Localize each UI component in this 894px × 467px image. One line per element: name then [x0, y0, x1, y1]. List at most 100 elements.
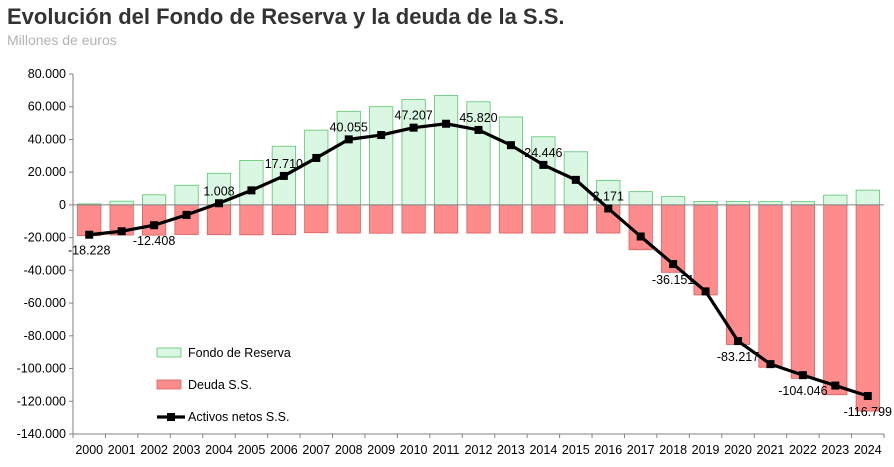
- deuda-bar-2002: [142, 204, 167, 236]
- deuda-bar-2012: [466, 204, 491, 234]
- x-tick-label-2001: 2001: [108, 443, 136, 457]
- x-tick-label-2004: 2004: [205, 443, 233, 457]
- fondo-bar-2005: [239, 160, 264, 206]
- y-tick-label: -120.000: [17, 394, 66, 408]
- fondo-bar-2018: [661, 196, 686, 206]
- activos-point-2000: [85, 230, 94, 239]
- activos-point-2017: [636, 232, 645, 241]
- deuda-bar-2003: [174, 204, 199, 235]
- deuda-bar-2021: [758, 204, 783, 368]
- data-label-2014: 24.446: [524, 146, 562, 160]
- axes-group: 80.00060.00040.00020.0000-20.000-40.000-…: [17, 67, 885, 457]
- y-tick-label: 60.000: [28, 100, 66, 114]
- y-tick-label: -60.000: [24, 296, 66, 310]
- y-tick-label: 40.000: [28, 132, 66, 146]
- x-tick-label-2020: 2020: [724, 443, 752, 457]
- activos-point-2019: [701, 287, 710, 296]
- deuda-bar-2004: [206, 204, 232, 236]
- x-tick-label-2007: 2007: [302, 443, 330, 457]
- activos-point-2018: [669, 260, 678, 269]
- activos-point-2009: [377, 131, 386, 140]
- deuda-bar-2023: [823, 204, 848, 396]
- y-tick-label: -80.000: [24, 329, 66, 343]
- deuda-bar-2019: [693, 204, 718, 296]
- data-label-2008: 40.055: [330, 120, 368, 134]
- fondo-bar-2020: [725, 201, 751, 206]
- x-tick-label-2012: 2012: [465, 443, 493, 457]
- x-tick-label-2008: 2008: [335, 443, 363, 457]
- x-tick-label-2024: 2024: [854, 443, 882, 457]
- activos-point-2002: [150, 221, 159, 230]
- activos-point-2005: [247, 186, 256, 195]
- activos-point-2022: [798, 371, 807, 380]
- x-tick-label-2013: 2013: [497, 443, 525, 457]
- y-tick-label: 0: [59, 198, 66, 212]
- activos-point-2013: [506, 141, 515, 150]
- y-tick-label: -140.000: [17, 427, 66, 441]
- x-tick-label-2003: 2003: [173, 443, 201, 457]
- fondo-bar-2023: [823, 194, 848, 206]
- activos-point-2014: [539, 160, 548, 169]
- deuda-bar-2024: [855, 204, 880, 412]
- data-label-2016: 2.171: [593, 189, 624, 203]
- deuda-bar-2020: [725, 204, 751, 345]
- activos-point-2007: [312, 153, 321, 162]
- fondo-bar-2009: [369, 106, 394, 206]
- fondo-bar-2003: [174, 184, 199, 206]
- fondo-bar-2007: [304, 129, 329, 206]
- fondo-bar-2011: [433, 95, 459, 206]
- activos-point-2011: [442, 119, 451, 128]
- y-tick-label: 20.000: [28, 165, 66, 179]
- x-tick-label-2000: 2000: [75, 443, 103, 457]
- deuda-bars-group: [77, 204, 880, 412]
- data-label-2022: -104.046: [778, 384, 827, 398]
- legend: Fondo de Reserva Deuda S.S. Activos netos …: [156, 346, 291, 424]
- deuda-bar-2014: [531, 204, 556, 234]
- data-label-2024: -116.799: [844, 405, 892, 419]
- activos-point-2016: [604, 204, 613, 213]
- activos-point-2015: [571, 175, 580, 184]
- activos-point-2021: [766, 360, 775, 369]
- data-label-2010: 47.207: [395, 109, 433, 123]
- fondo-bars-group: [77, 95, 880, 206]
- legend-label-2: Activos netos S.S.: [188, 410, 289, 424]
- activos-point-2001: [117, 227, 126, 236]
- chart-title: Evolución del Fondo de Reserva y la deud…: [7, 4, 565, 29]
- deuda-bar-2013: [498, 204, 524, 234]
- x-tick-label-2006: 2006: [270, 443, 298, 457]
- x-tick-label-2005: 2005: [238, 443, 266, 457]
- activos-point-2008: [344, 135, 353, 144]
- fondo-bar-2001: [109, 200, 134, 206]
- deuda-bar-2022: [790, 204, 815, 379]
- deuda-bar-2008: [336, 204, 361, 234]
- deuda-bar-2005: [239, 204, 264, 236]
- data-label-2020: -83.217: [717, 350, 759, 364]
- activos-line-group: [85, 119, 872, 401]
- x-tick-label-2023: 2023: [821, 443, 849, 457]
- data-label-2006: 17.710: [265, 157, 303, 171]
- x-tick-label-2018: 2018: [659, 443, 687, 457]
- chart-subtitle: Millones de euros: [7, 32, 117, 48]
- activos-point-2004: [214, 199, 223, 208]
- fondo-bar-2017: [628, 191, 653, 206]
- data-label-2000: -18.228: [68, 244, 110, 258]
- x-tick-label-2011: 2011: [433, 443, 460, 457]
- y-tick-label: -40.000: [24, 263, 66, 277]
- legend-label-1: Deuda S.S.: [188, 378, 252, 392]
- activos-point-2010: [409, 123, 418, 132]
- activos-point-2012: [474, 125, 483, 134]
- data-label-2012: 45.820: [459, 111, 497, 125]
- fondo-bar-2019: [693, 200, 718, 206]
- x-tick-label-2019: 2019: [692, 443, 720, 457]
- x-tick-label-2002: 2002: [140, 443, 168, 457]
- deuda-bar-2010: [401, 204, 426, 234]
- x-tick-label-2009: 2009: [367, 443, 395, 457]
- x-tick-label-2014: 2014: [529, 443, 557, 457]
- data-label-2004: 1.008: [203, 184, 234, 198]
- x-tick-label-2010: 2010: [400, 443, 428, 457]
- deuda-bar-2009: [369, 204, 394, 234]
- x-tick-label-2015: 2015: [562, 443, 590, 457]
- legend-swatch-fondo: [156, 347, 182, 358]
- y-tick-label: -100.000: [17, 362, 66, 376]
